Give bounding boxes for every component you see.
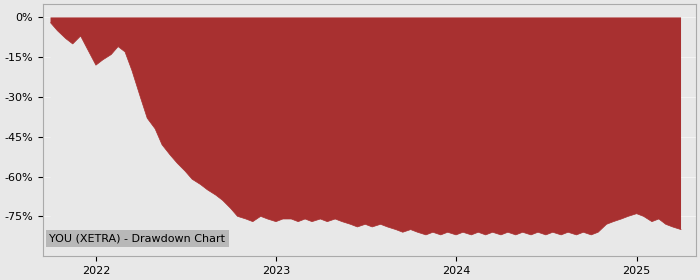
Text: YOU (XETRA) - Drawdown Chart: YOU (XETRA) - Drawdown Chart xyxy=(49,234,225,244)
